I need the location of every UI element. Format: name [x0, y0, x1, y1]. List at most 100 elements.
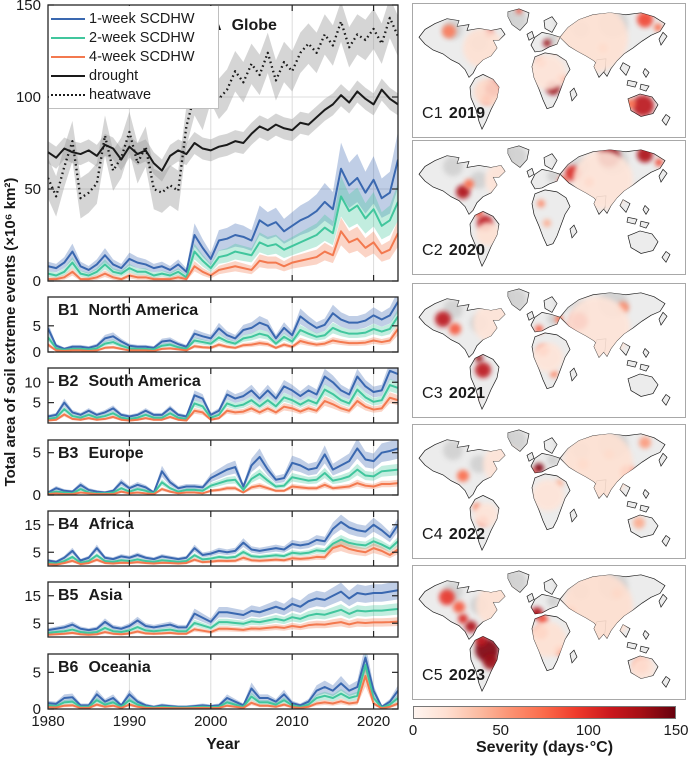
tick-marks [48, 440, 398, 496]
legend: 1-week SCDHW 2-week SCDHW 4-week SCDHW drou… [49, 6, 219, 109]
tick-marks [48, 511, 398, 566]
legend-line-sample [51, 93, 85, 96]
y-tick-label: 5 [33, 445, 41, 462]
panel-B3-title: B3 Europe [58, 445, 144, 462]
series-area [48, 582, 398, 636]
tick-marks [48, 582, 398, 637]
y-tick-label: 150 [16, 0, 41, 14]
line-2-week SCDHW [48, 538, 398, 565]
line-1-week SCDHW [48, 369, 398, 418]
colorbar-tick-label: 100 [575, 722, 601, 739]
severity-hotspot [563, 429, 633, 499]
panel-B4-plot: 5 15 B4 Africa [24, 510, 399, 567]
y-tick-label: 100 [16, 89, 41, 106]
legend-label: heatwave [89, 86, 152, 103]
colorbar-tick-label: 50 [492, 722, 509, 739]
map-id: C4 [422, 526, 443, 543]
y-tick-label: 0 [33, 487, 41, 504]
severity-colorbar [413, 706, 676, 719]
panel-A-plot: 0 50 100 150 AGlobe [16, 0, 399, 290]
y-tick-label: 5 [33, 615, 41, 632]
legend-label: 4-week SCDHW [89, 48, 195, 65]
line-4-week SCDHW [48, 230, 398, 281]
panel-B1-title: B1 North America [58, 302, 198, 319]
severity-hotspot [543, 219, 551, 228]
line-1-week SCDHW [48, 656, 398, 708]
severity-hotspot [475, 634, 487, 647]
panel-A-title: AGlobe [210, 17, 277, 34]
colorbar-ticks: 0 50 100 150 [409, 722, 688, 739]
line-drought [48, 88, 398, 172]
legend-line-sample [51, 36, 85, 39]
severity-hotspot [632, 94, 654, 117]
y-tick-label: 5 [33, 318, 41, 335]
gridlines [128, 511, 375, 566]
series-area [48, 440, 398, 495]
series-area [48, 297, 398, 352]
line-4-week SCDHW [48, 482, 398, 495]
panel-B5-title: B5 Asia [58, 587, 122, 604]
gridlines [128, 297, 375, 352]
band-1-week SCDHW [48, 297, 398, 351]
axes-frame [47, 510, 399, 567]
legend-line-sample [51, 55, 85, 58]
line-heatwave [48, 16, 398, 200]
band-4-week SCDHW [48, 217, 398, 281]
series-area [48, 5, 398, 281]
legend-label: 2-week SCDHW [89, 29, 195, 46]
gridlines [128, 368, 375, 423]
tick-marks [48, 368, 398, 423]
y-tick-label: 0 [33, 273, 41, 290]
x-axis-ticks: 1980 1990 2000 2010 2020 [0, 713, 420, 731]
map-label-c2: C2 2020 [422, 242, 485, 260]
band-heatwave [48, 5, 398, 219]
severity-hotspot [532, 479, 564, 512]
severity-hotspot [475, 209, 483, 218]
legend-item: drought [51, 66, 218, 85]
legend-item: 1-week SCDHW [51, 9, 218, 28]
x-axis-label: Year [206, 736, 240, 753]
map-label-c4: C4 2022 [422, 526, 485, 544]
axes-frame [47, 653, 399, 710]
severity-hotspot [473, 303, 513, 343]
severity-hotspot [637, 11, 653, 28]
severity-hotspot [457, 469, 469, 482]
severity-hotspot [553, 47, 559, 53]
severity-hotspot [637, 146, 653, 163]
panel-B5-plot: 5 15 B5 Asia [24, 581, 399, 638]
band-2-week SCDHW [48, 308, 398, 351]
x-tick-label: 1980 [31, 713, 65, 730]
severity-hotspot [435, 311, 451, 328]
x-tick-label: 2000 [194, 713, 228, 730]
band-2-week SCDHW [48, 176, 398, 280]
axes-frame [47, 367, 399, 424]
panel-B6-title: B6 Oceania [58, 659, 151, 676]
legend-item: heatwave [51, 85, 218, 104]
severity-hotspot [533, 342, 563, 373]
map-panel-c2: C2 2020 [412, 140, 686, 275]
series-area [48, 368, 398, 422]
panel-B2-plot: 5 10 B2 South America [24, 367, 399, 424]
map-panel-c4: C4 2022 [412, 424, 686, 559]
axes-frame [47, 439, 399, 496]
band-4-week SCDHW [48, 539, 398, 566]
map-id: C5 [422, 667, 443, 684]
map-panel-c3: C3 2021 [412, 283, 686, 418]
line-2-week SCDHW [48, 315, 398, 351]
severity-hotspot [442, 24, 456, 39]
severity-hotspot [543, 39, 551, 48]
line-4-week SCDHW [48, 675, 398, 709]
line-1-week SCDHW [48, 301, 398, 350]
colorbar-label: Severity (days·°C) [475, 739, 614, 756]
axes-frame [47, 581, 399, 638]
panel-B2-title: B2 South America [58, 373, 201, 390]
map-year: 2023 [448, 667, 486, 684]
band-2-week SCDHW [48, 603, 398, 635]
severity-hotspot [573, 150, 633, 210]
legend-label: 1-week SCDHW [89, 10, 195, 27]
x-tick-label: 2020 [356, 713, 391, 730]
severity-hotspot [465, 620, 477, 633]
severity-hotspot [558, 8, 628, 73]
legend-item: 2-week SCDHW [51, 28, 218, 47]
y-tick-label: 0 [33, 344, 41, 361]
